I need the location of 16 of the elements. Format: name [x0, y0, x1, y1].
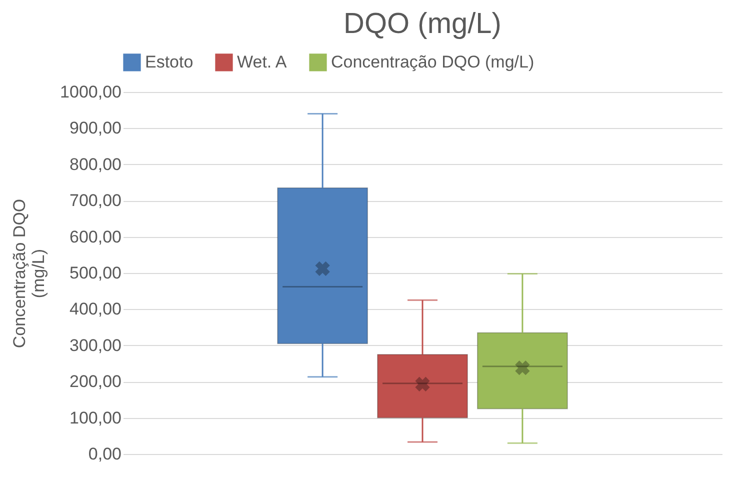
y-tick-label: 200,00 [70, 372, 122, 392]
y-tick-label: 1000,00 [60, 82, 122, 102]
y-tick-label: 800,00 [70, 154, 122, 174]
y-tick-label: 600,00 [70, 227, 122, 246]
y-tick-label: 400,00 [70, 300, 122, 319]
y-tick-label: 100,00 [70, 408, 122, 428]
legend-label: Concentração DQO (mg/L) [331, 52, 534, 72]
y-tick-label: 0,00 [88, 444, 122, 464]
y-tick-label: 500,00 [70, 264, 122, 282]
legend-label: Wet. A [237, 52, 288, 72]
legend-label: Estoto [145, 52, 194, 72]
y-tick-label: 300,00 [70, 336, 122, 355]
chart-title: DQO (mg/L) [344, 8, 502, 40]
y-tick-label: 700,00 [70, 191, 122, 210]
y-axis-title: Concentração DQO (mg/L) [10, 198, 48, 348]
y-tick-label: 900,00 [70, 118, 122, 138]
